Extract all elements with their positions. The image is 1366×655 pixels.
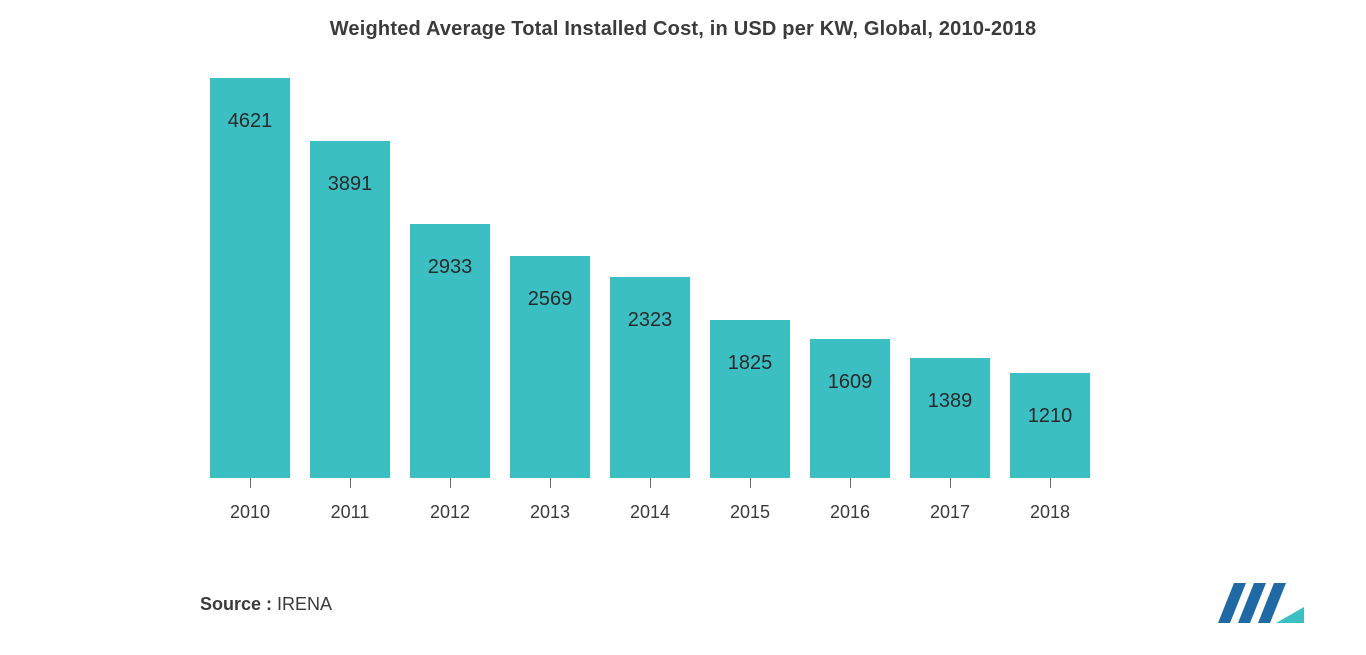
bar-value-label: 2323: [610, 309, 690, 332]
bar-value-label: 4621: [210, 110, 290, 133]
bar: [710, 320, 790, 478]
x-tick: [550, 478, 551, 488]
brand-logo: [1216, 577, 1306, 627]
bar-value-label: 2933: [410, 256, 490, 279]
x-tick: [450, 478, 451, 488]
bar-value-label: 1609: [810, 371, 890, 394]
x-tick: [850, 478, 851, 488]
source-line: Source : IRENA: [200, 594, 332, 615]
bar-value-label: 3891: [310, 173, 390, 196]
plot-area: 4621201038912011293320122569201323232014…: [200, 78, 1104, 478]
x-axis-label: 2012: [410, 502, 490, 523]
x-axis-label: 2010: [210, 502, 290, 523]
x-tick: [950, 478, 951, 488]
x-tick: [350, 478, 351, 488]
bar-value-label: 1389: [910, 390, 990, 413]
x-axis-label: 2011: [310, 502, 390, 523]
bar: [910, 358, 990, 478]
x-axis-label: 2017: [910, 502, 990, 523]
chart-stage: Weighted Average Total Installed Cost, i…: [0, 0, 1366, 655]
x-axis-label: 2018: [1010, 502, 1090, 523]
x-axis-label: 2014: [610, 502, 690, 523]
bar-value-label: 1210: [1010, 405, 1090, 428]
chart-title: Weighted Average Total Installed Cost, i…: [0, 18, 1366, 41]
bar: [210, 78, 290, 478]
x-axis-label: 2016: [810, 502, 890, 523]
x-axis-label: 2013: [510, 502, 590, 523]
x-tick: [250, 478, 251, 488]
source-prefix: Source :: [200, 594, 272, 614]
bar: [610, 277, 690, 478]
bar: [810, 339, 890, 478]
bar-value-label: 2569: [510, 288, 590, 311]
bar-value-label: 1825: [710, 352, 790, 375]
x-tick: [750, 478, 751, 488]
x-tick: [1050, 478, 1051, 488]
source-text: IRENA: [277, 594, 332, 614]
x-tick: [650, 478, 651, 488]
x-axis-label: 2015: [710, 502, 790, 523]
